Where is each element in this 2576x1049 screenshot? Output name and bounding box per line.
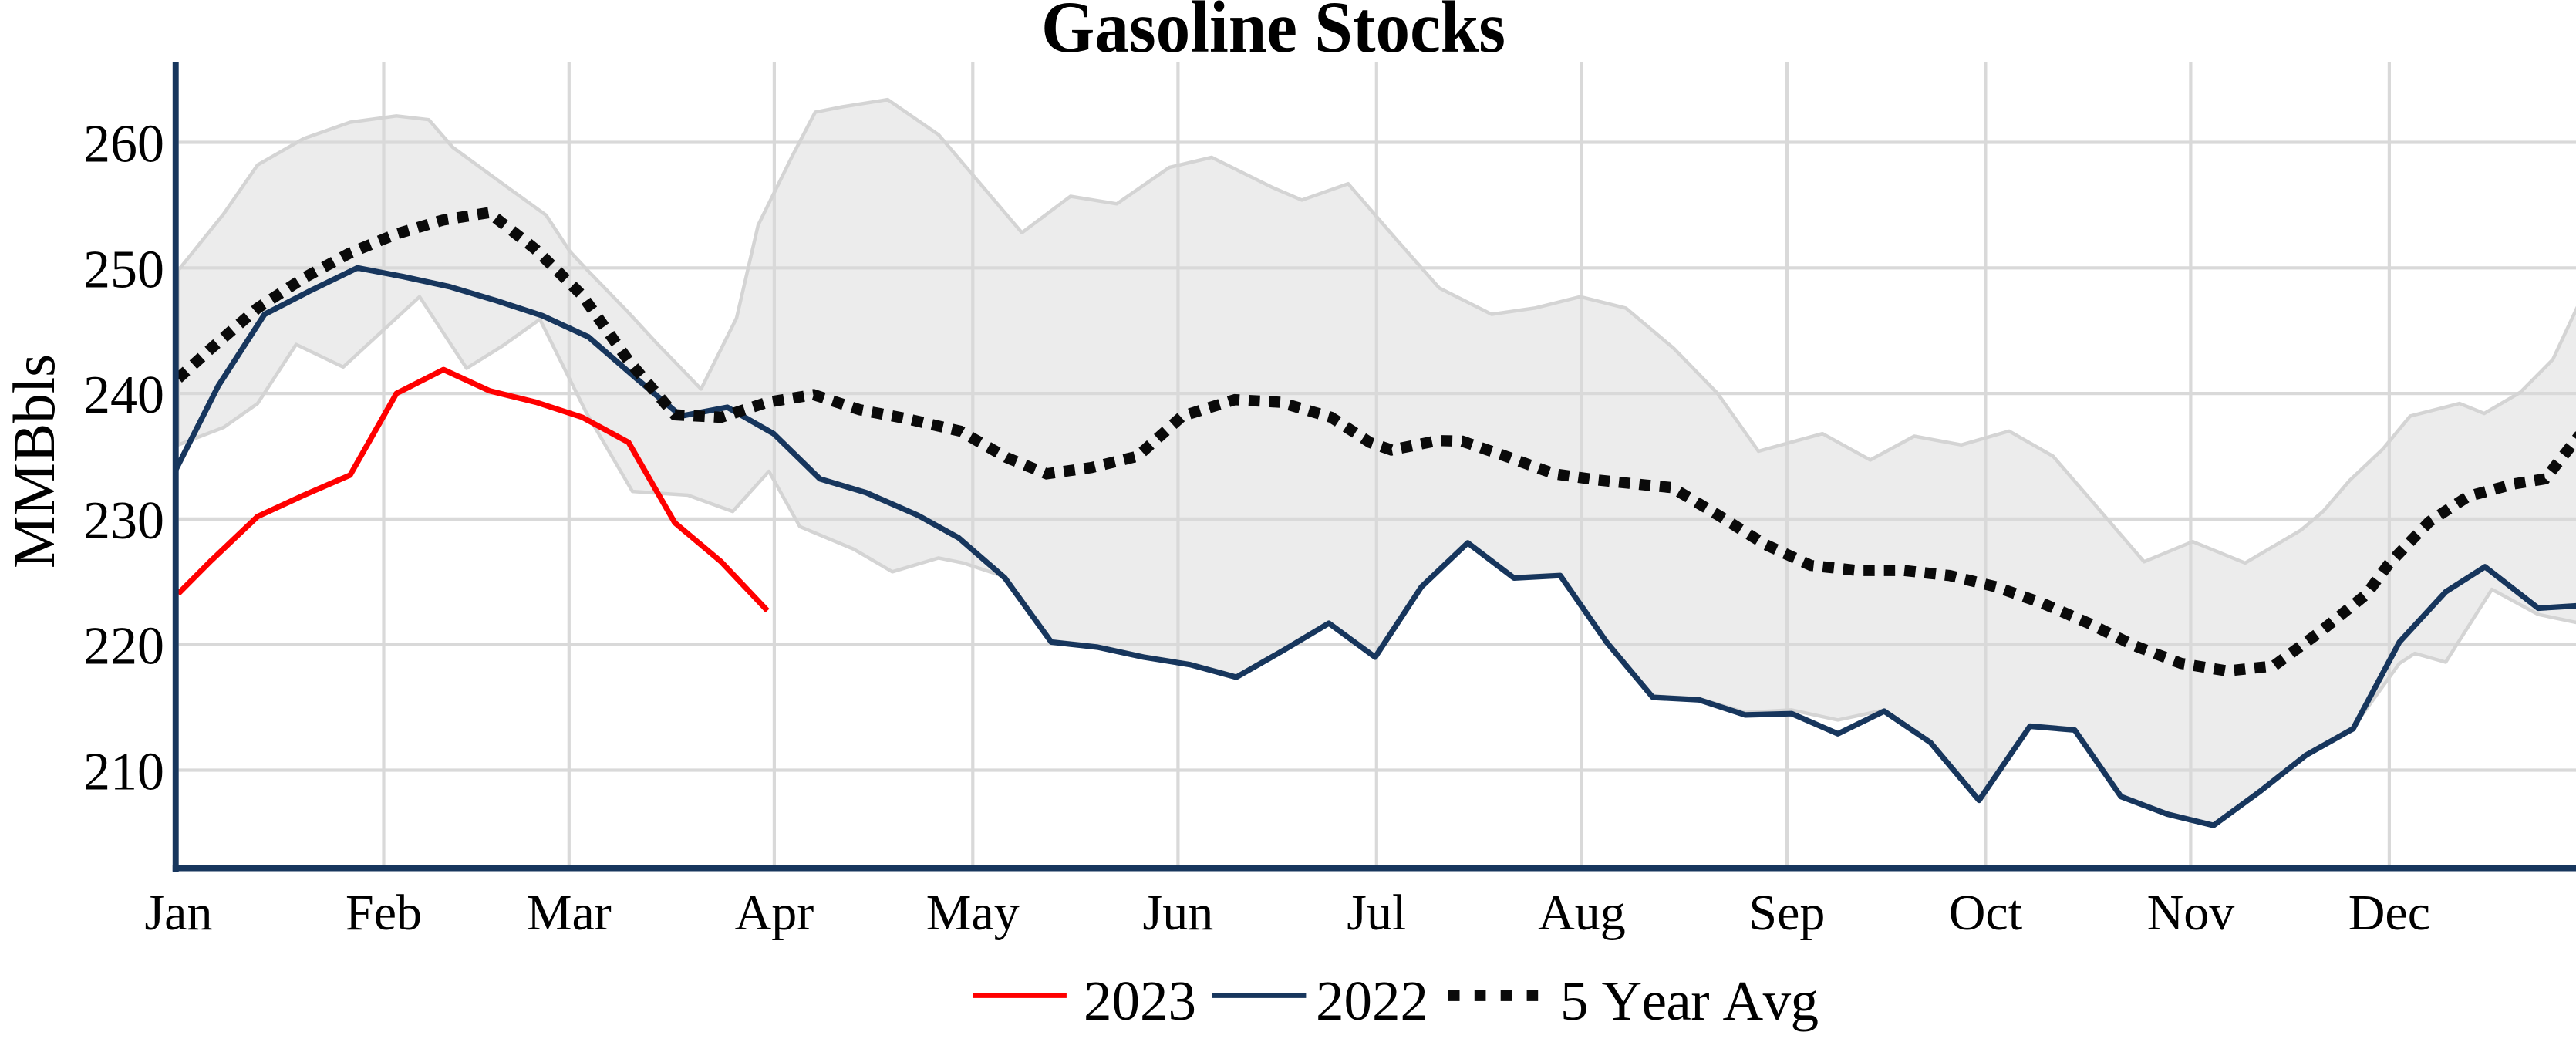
svg-text:240: 240 <box>83 366 164 425</box>
svg-text:Aug: Aug <box>1538 885 1626 941</box>
svg-text:220: 220 <box>83 617 164 676</box>
svg-text:Dec: Dec <box>2348 885 2430 941</box>
svg-text:Mar: Mar <box>527 885 612 941</box>
svg-text:2022: 2022 <box>1316 970 1428 1032</box>
svg-text:5 Year Avg: 5 Year Avg <box>1560 970 1819 1032</box>
svg-text:230: 230 <box>83 491 164 551</box>
svg-text:Feb: Feb <box>346 885 422 941</box>
svg-text:Sep: Sep <box>1748 885 1825 941</box>
svg-text:Oct: Oct <box>1949 885 2022 941</box>
svg-text:Jan: Jan <box>145 885 213 941</box>
svg-text:MMBbls: MMBbls <box>1 354 67 568</box>
svg-text:May: May <box>926 885 1020 941</box>
svg-text:260: 260 <box>83 115 164 174</box>
svg-text:Jul: Jul <box>1347 885 1406 941</box>
svg-text:Nov: Nov <box>2147 885 2235 941</box>
svg-text:Jun: Jun <box>1143 885 1214 941</box>
svg-text:250: 250 <box>83 240 164 299</box>
svg-text:2023: 2023 <box>1084 970 1196 1032</box>
svg-text:Apr: Apr <box>735 885 814 941</box>
svg-text:Gasoline Stocks: Gasoline Stocks <box>1041 0 1505 68</box>
svg-text:210: 210 <box>83 743 164 802</box>
